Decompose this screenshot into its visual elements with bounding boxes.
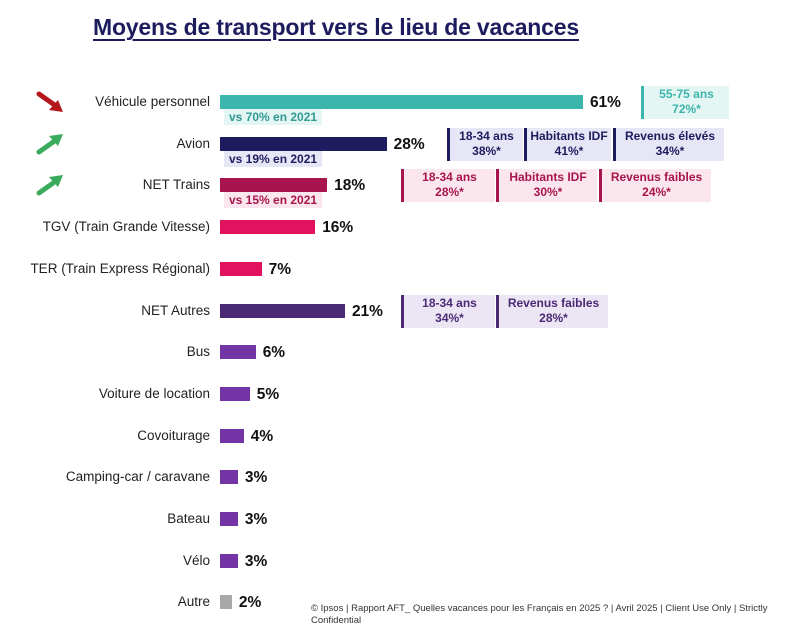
category-label: Bateau bbox=[167, 511, 210, 526]
category-label: Camping-car / caravane bbox=[65, 469, 210, 485]
segment-value: 34%* bbox=[655, 143, 685, 158]
category-label: TER (Train Express Régional) bbox=[30, 260, 210, 276]
segment-value: 24%* bbox=[642, 185, 671, 200]
segment-value: 30%* bbox=[533, 185, 563, 200]
segment-label: Revenus faibles bbox=[507, 295, 600, 310]
value-label: 2% bbox=[238, 594, 262, 612]
value-label: 3% bbox=[244, 511, 268, 528]
category-label: Autre bbox=[177, 594, 210, 610]
segment-value: 28%* bbox=[539, 310, 568, 325]
bar bbox=[220, 595, 232, 610]
value-label: 21% bbox=[351, 302, 383, 320]
trend-up-arrow-icon bbox=[36, 133, 66, 155]
bar bbox=[220, 178, 328, 193]
trend-down-arrow-icon bbox=[36, 91, 66, 113]
value-label: 5% bbox=[256, 385, 280, 403]
segment-callout: 18-34 ans 28%* bbox=[401, 169, 495, 203]
value-label: 3% bbox=[244, 469, 268, 487]
value-label: 7% bbox=[268, 260, 292, 278]
bar bbox=[220, 261, 262, 276]
trend-up-arrow-icon bbox=[36, 174, 66, 196]
bar bbox=[220, 428, 244, 443]
bar bbox=[220, 136, 387, 151]
segment-callout: 18-34 ans 38%* bbox=[447, 127, 523, 161]
segment-callout: Habitants IDF 30%* bbox=[496, 169, 597, 203]
segment-callout: Habitants IDF 41%* bbox=[524, 127, 611, 161]
segment-callout: 18-34 ans 34%* bbox=[401, 294, 495, 328]
value-label: 6% bbox=[262, 344, 286, 362]
bar bbox=[220, 553, 238, 568]
segment-callout: Revenus faibles 24%* bbox=[599, 169, 711, 203]
value-label: 28% bbox=[393, 135, 425, 153]
category-label: Voiture de location bbox=[98, 385, 210, 401]
bar bbox=[220, 386, 250, 401]
bar bbox=[220, 95, 583, 109]
category-label: Vélo bbox=[182, 552, 210, 568]
segment-value: 38%* bbox=[472, 143, 501, 158]
segment-label: 55-75 ans bbox=[659, 87, 714, 101]
segment-label: Revenus faibles bbox=[610, 170, 703, 185]
bar bbox=[220, 303, 345, 318]
category-label: Avion bbox=[176, 135, 210, 151]
bar bbox=[220, 220, 316, 235]
category-label: Bus bbox=[186, 344, 210, 360]
value-label: 61% bbox=[589, 94, 621, 111]
comparison-2021-label: vs 19% en 2021 bbox=[224, 150, 323, 167]
value-label: 3% bbox=[244, 552, 268, 570]
category-label: Covoiturage bbox=[137, 427, 210, 443]
segment-label: 18-34 ans bbox=[459, 128, 514, 143]
value-label: 16% bbox=[322, 219, 354, 237]
category-label: TGV (Train Grande Vitesse) bbox=[42, 219, 210, 235]
bar bbox=[220, 470, 238, 485]
comparison-2021-label: vs 15% en 2021 bbox=[224, 192, 323, 209]
value-label: 18% bbox=[334, 177, 366, 195]
segment-value: 72%* bbox=[672, 102, 701, 116]
bar bbox=[220, 512, 238, 526]
segment-value: 34%* bbox=[435, 310, 464, 325]
segment-label: Revenus élevés bbox=[624, 128, 716, 143]
segment-label: Habitants IDF bbox=[530, 128, 608, 143]
category-label: Véhicule personnel bbox=[95, 94, 210, 109]
footnote: © Ipsos | Rapport AFT_ Quelles vacances … bbox=[311, 603, 768, 626]
category-label: NET Autres bbox=[141, 302, 210, 318]
category-label: NET Trains bbox=[142, 177, 210, 193]
segment-label: 18-34 ans bbox=[422, 295, 477, 310]
comparison-2021-label: vs 70% en 2021 bbox=[224, 109, 323, 125]
segment-value: 41%* bbox=[554, 143, 584, 158]
segment-callout: Revenus faibles 28%* bbox=[496, 294, 608, 328]
value-label: 4% bbox=[250, 427, 274, 445]
segment-label: Habitants IDF bbox=[509, 170, 587, 185]
segment-callout: 55-75 ans 72%* bbox=[641, 86, 729, 119]
segment-callout: Revenus élevés 34%* bbox=[613, 127, 724, 161]
segment-label: 18-34 ans bbox=[422, 170, 477, 185]
segment-value: 28%* bbox=[435, 185, 464, 200]
chart-title: Moyens de transport vers le lieu de vaca… bbox=[93, 14, 579, 40]
bar bbox=[220, 345, 256, 360]
